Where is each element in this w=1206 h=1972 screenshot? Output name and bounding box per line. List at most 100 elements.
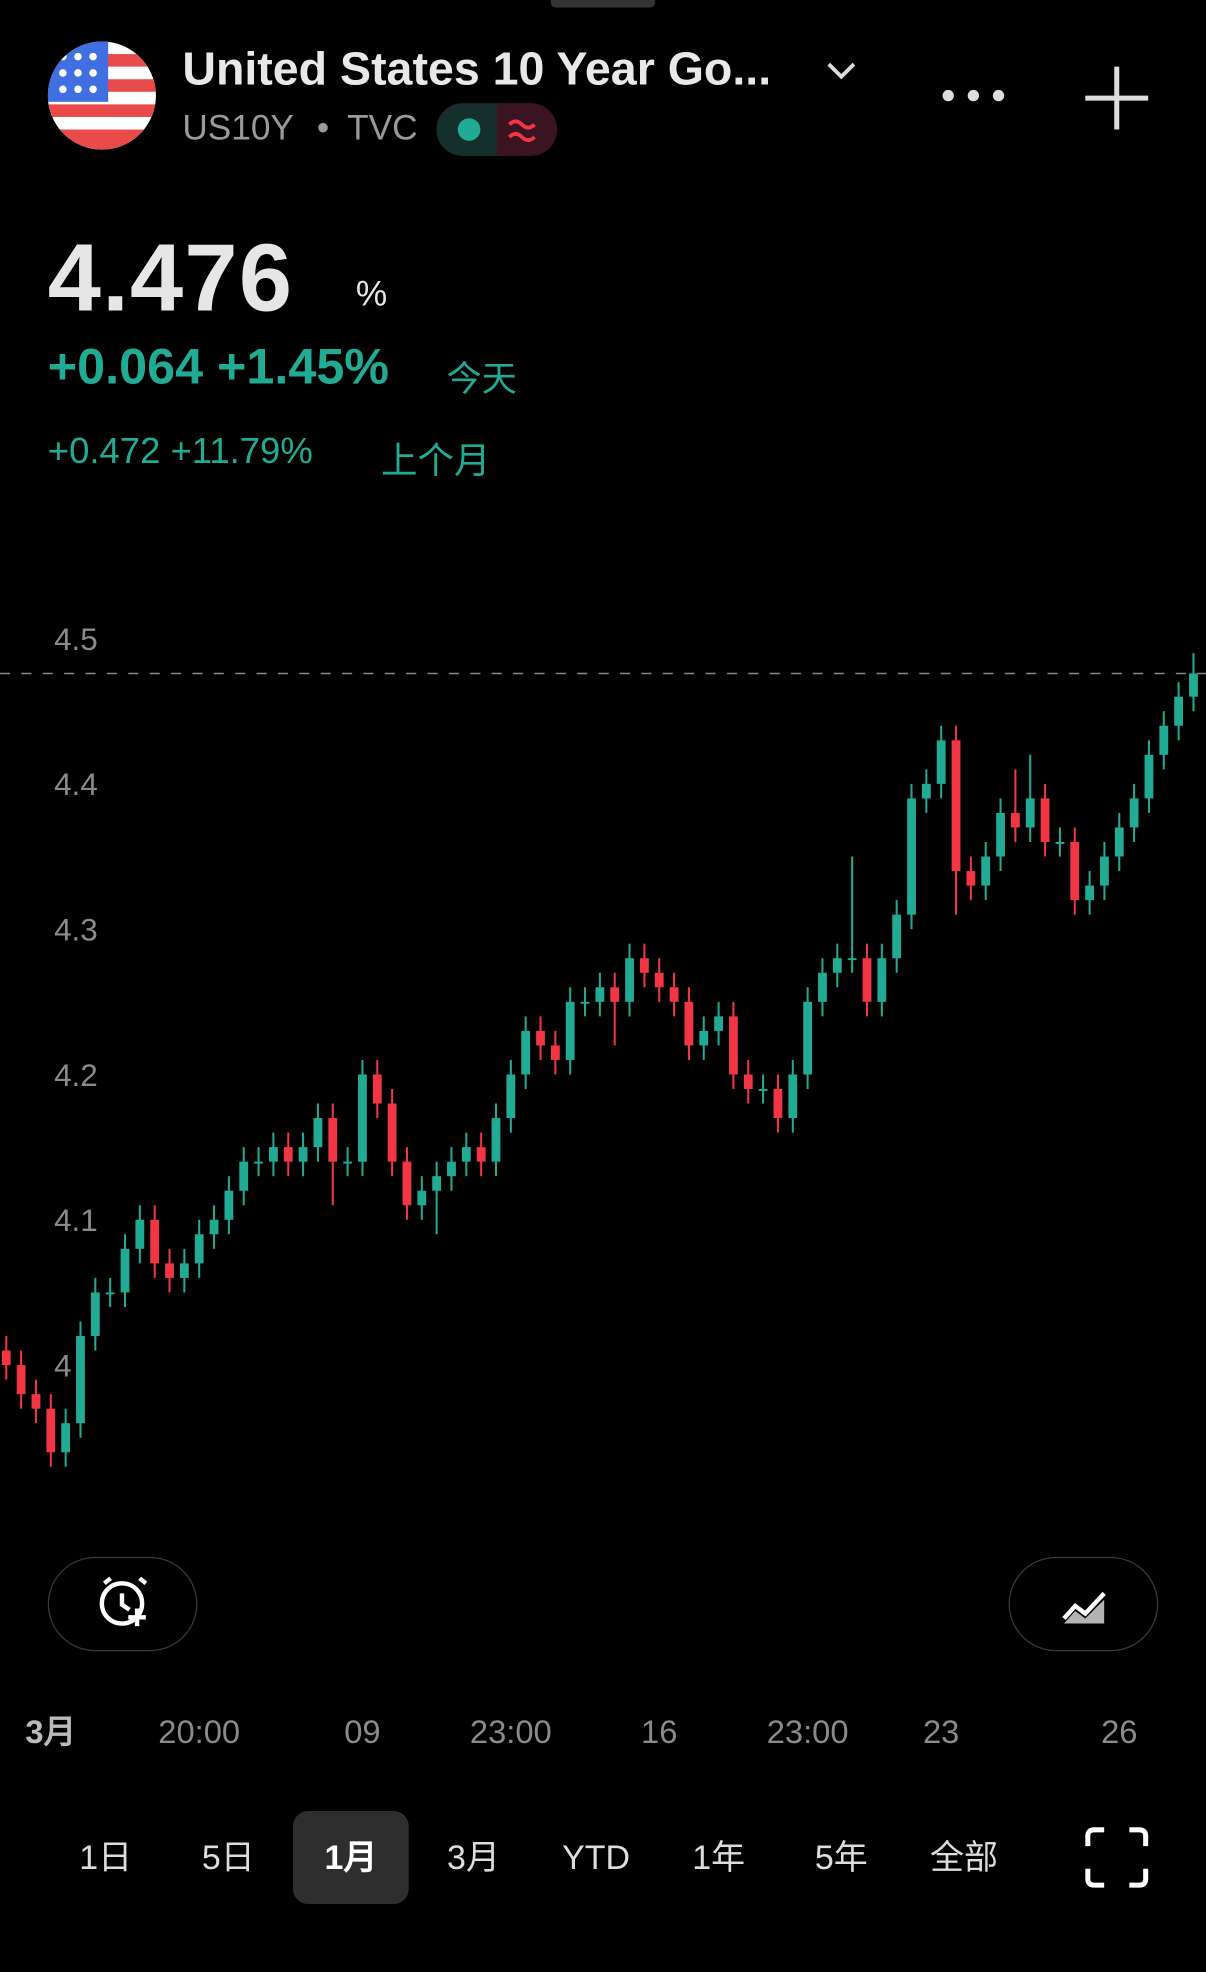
fullscreen-button[interactable] — [1084, 1826, 1149, 1889]
candle-body — [372, 1074, 382, 1104]
candle-body — [313, 1118, 323, 1148]
range-tab[interactable]: YTD — [562, 1838, 631, 1877]
chart-style-button[interactable] — [1008, 1556, 1159, 1652]
candle-body — [832, 958, 842, 973]
dropdown-chevron[interactable] — [825, 58, 858, 83]
change-today: +0.064 +1.45% — [47, 339, 390, 395]
candle-body — [936, 740, 946, 784]
candle-body — [239, 1161, 249, 1191]
x-tick-label: 3月 — [25, 1713, 76, 1750]
candle-body — [1040, 798, 1050, 842]
price: 4.476 — [47, 225, 294, 333]
candle-body — [1174, 696, 1184, 726]
candle-body — [714, 1016, 723, 1031]
candle-body — [76, 1336, 85, 1424]
candle-body — [328, 1118, 338, 1162]
candle-body — [358, 1074, 367, 1162]
candle-body — [803, 1001, 813, 1075]
range-tab[interactable]: 全部 — [929, 1838, 998, 1877]
candle-body — [1, 1350, 11, 1366]
candle-body — [135, 1219, 145, 1249]
candle-body — [847, 958, 857, 961]
y-tick-label: 4.2 — [54, 1058, 98, 1093]
candle-body — [16, 1365, 26, 1395]
add-button[interactable] — [1082, 63, 1152, 133]
candle-body — [447, 1161, 456, 1177]
candle-body — [654, 972, 664, 988]
x-tick-label: 23:00 — [470, 1713, 552, 1750]
candle-body — [61, 1423, 71, 1453]
range-tab[interactable]: 1年 — [692, 1838, 746, 1877]
y-tick-label: 4.5 — [54, 622, 98, 657]
today-label: 今天 — [446, 359, 517, 399]
range-tab[interactable]: 5日 — [201, 1838, 255, 1877]
alert-button[interactable] — [47, 1556, 198, 1652]
range-tab[interactable]: 3月 — [447, 1838, 500, 1877]
x-tick-label: 26 — [1101, 1713, 1137, 1750]
candle-body — [565, 1001, 575, 1060]
candle-body — [550, 1045, 560, 1060]
candle-body — [907, 798, 916, 915]
y-tick-label: 4.4 — [54, 767, 98, 802]
candle-body — [610, 987, 620, 1002]
x-tick-label: 23:00 — [767, 1713, 849, 1750]
candle-body — [90, 1292, 100, 1337]
chart[interactable]: 4.5 4.4 4.3 4.2 4.1 4 3月 20:00 09 23:00 16 23:00 23 2… — [0, 0, 1206, 1786]
more-menu[interactable] — [938, 83, 1008, 108]
candle-body — [1100, 856, 1109, 886]
candle-body — [120, 1248, 130, 1293]
candle-body — [788, 1074, 798, 1119]
candle-body — [996, 812, 1005, 857]
candle-body — [951, 740, 961, 872]
candle-body — [580, 1001, 590, 1004]
candle-body — [1144, 754, 1154, 799]
drag-handle[interactable] — [550, 0, 656, 8]
candle-body — [1189, 673, 1198, 697]
candle-body — [194, 1234, 204, 1264]
candle-body — [254, 1161, 263, 1164]
alert-icon — [99, 1576, 148, 1627]
range-tab[interactable]: 5年 — [814, 1838, 868, 1877]
y-tick-label: 4.1 — [54, 1203, 98, 1238]
candle-body — [150, 1219, 160, 1264]
candle-body — [669, 987, 679, 1002]
candle-body — [402, 1161, 412, 1206]
candle-body — [699, 1030, 709, 1046]
x-tick-label: 16 — [641, 1713, 677, 1750]
candle-body — [966, 871, 976, 886]
range-tab[interactable]: 1月 — [293, 1810, 409, 1905]
candle-body — [521, 1030, 531, 1075]
candle-body — [491, 1118, 501, 1162]
candle-body — [283, 1147, 293, 1162]
candle-body — [981, 856, 991, 886]
candle-body — [1025, 798, 1035, 828]
status-pill[interactable] — [436, 103, 558, 156]
candle-body — [1159, 725, 1169, 755]
candle-body — [862, 958, 872, 1002]
candle-body — [1114, 827, 1124, 857]
candle-body — [46, 1408, 56, 1453]
candle-body — [105, 1292, 115, 1295]
candle-body — [773, 1089, 783, 1119]
candle-body — [1129, 798, 1139, 828]
flag-icon — [47, 41, 156, 150]
candle-body — [639, 958, 649, 973]
change-month: +0.472 +11.79% — [47, 431, 313, 472]
candle-body — [921, 783, 931, 799]
candle-body — [298, 1147, 308, 1162]
candle-body — [877, 958, 887, 1002]
x-tick-label: 20:00 — [158, 1713, 240, 1750]
candle-body — [1070, 841, 1080, 901]
candle-body — [684, 1001, 694, 1046]
month-label: 上个月 — [381, 441, 491, 482]
range-tab[interactable]: 1日 — [79, 1838, 133, 1877]
chart-style-icon — [1062, 1591, 1106, 1624]
candle-body — [343, 1161, 353, 1164]
candle-body — [387, 1103, 397, 1162]
candle-body — [209, 1219, 219, 1235]
candle-body — [625, 958, 634, 1002]
symbol-title[interactable]: United States 10 Year Go... — [182, 42, 772, 95]
y-tick-label: 4.3 — [54, 912, 98, 947]
